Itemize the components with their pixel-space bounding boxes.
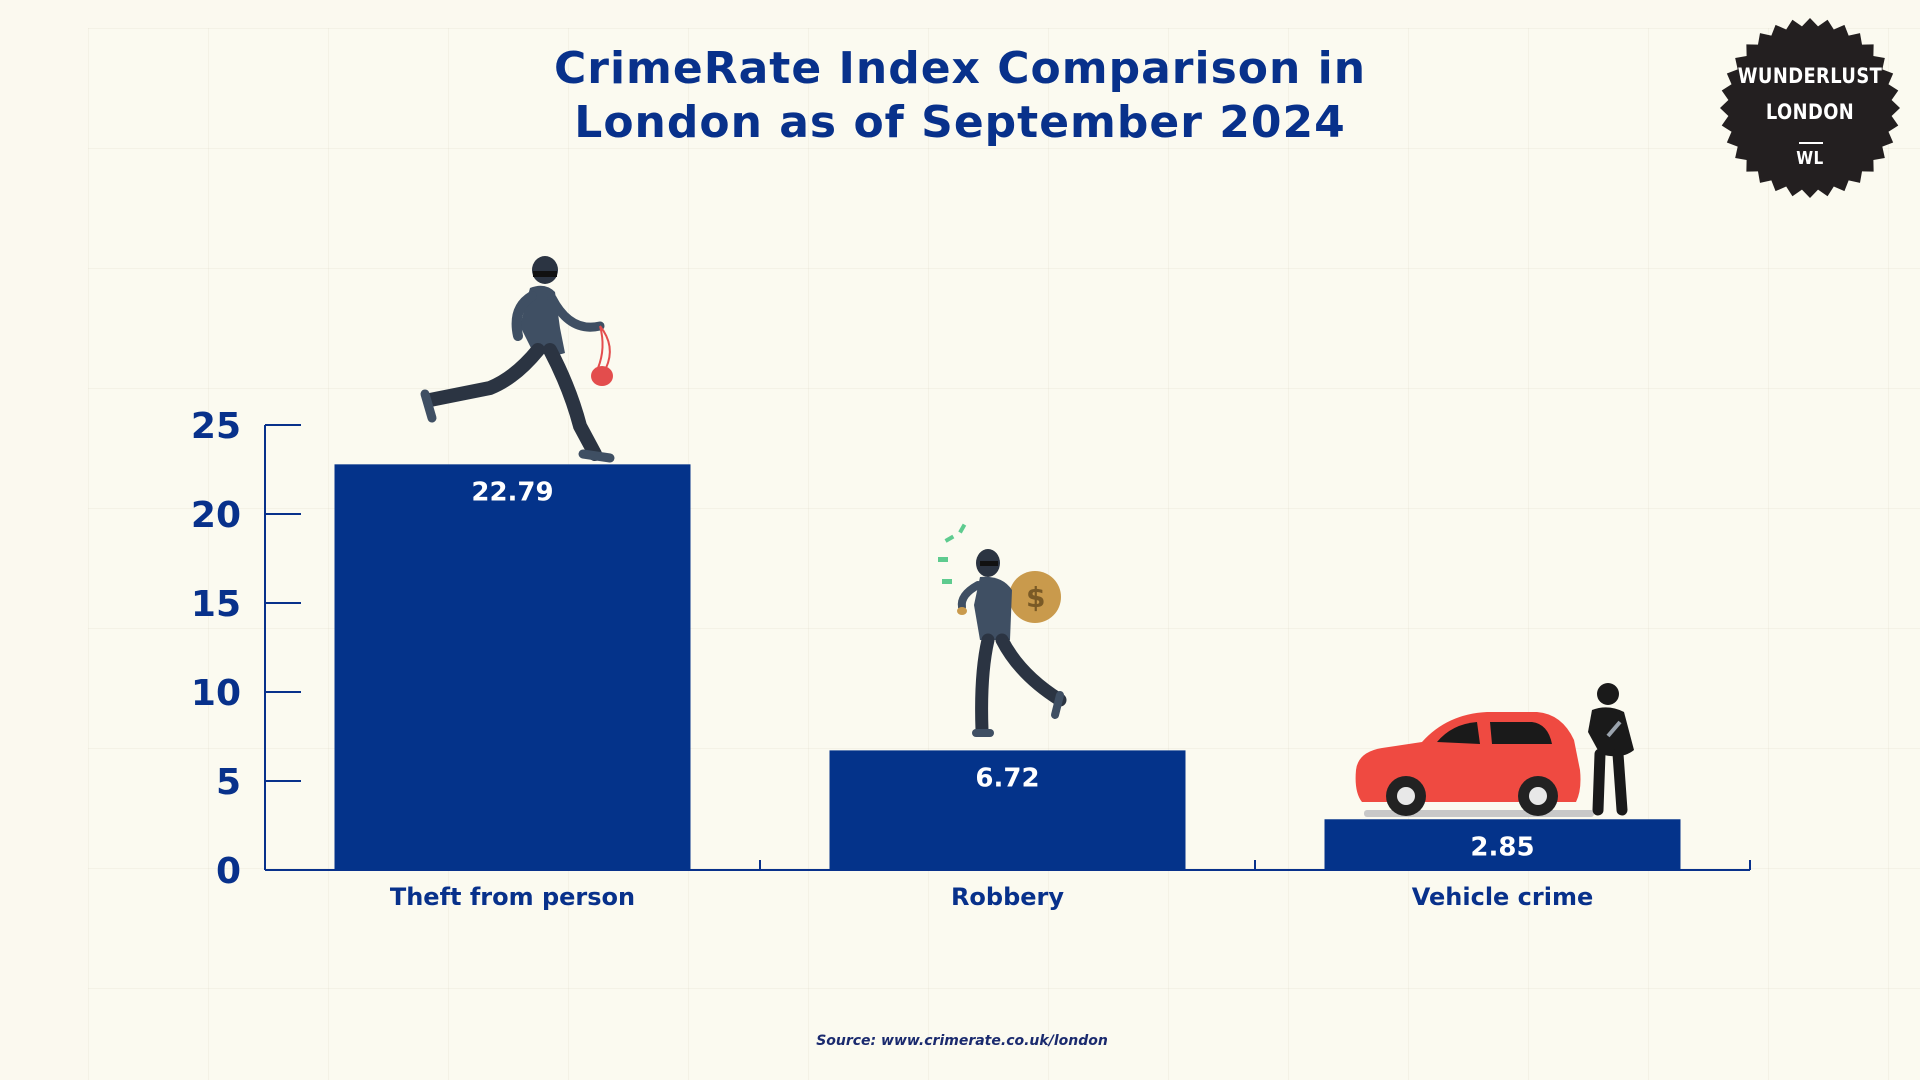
logo-line-1: WUNDERLUST bbox=[1737, 64, 1883, 88]
logo-badge-icon bbox=[1720, 18, 1900, 198]
wunderlust-london-logo: WUNDERLUST LONDON WL bbox=[1718, 16, 1902, 200]
red-car-with-thief-icon bbox=[1355, 683, 1634, 817]
y-tick-label: 25 bbox=[191, 406, 241, 447]
thief-with-money-bag-icon: $ bbox=[938, 523, 1067, 737]
chart-title: CrimeRate Index Comparison in London as … bbox=[440, 42, 1480, 150]
bar bbox=[334, 464, 691, 870]
logo-divider bbox=[1799, 142, 1823, 144]
bar-value-label: 6.72 bbox=[975, 763, 1039, 793]
y-tick-label: 5 bbox=[216, 762, 241, 803]
x-category-label: Theft from person bbox=[390, 883, 635, 911]
bar-value-label: 22.79 bbox=[471, 477, 553, 507]
y-tick-label: 10 bbox=[191, 673, 241, 714]
y-tick-label: 0 bbox=[216, 851, 241, 892]
bar bbox=[1324, 819, 1681, 870]
chart-background bbox=[88, 28, 1920, 1080]
logo-line-3: WL bbox=[1796, 148, 1824, 169]
bar bbox=[829, 750, 1186, 870]
x-category-label: Vehicle crime bbox=[1412, 883, 1594, 911]
chart-title-line-1: CrimeRate Index Comparison in bbox=[553, 43, 1367, 94]
logo-line-2: LONDON bbox=[1765, 100, 1855, 124]
logo-seal-shape bbox=[1720, 18, 1900, 198]
bar-value-label: 2.85 bbox=[1470, 832, 1534, 862]
y-tick-label: 15 bbox=[191, 584, 241, 625]
y-tick-label: 20 bbox=[191, 495, 241, 536]
source-note: Source: www.crimerate.co.uk/london bbox=[816, 1033, 1108, 1049]
thief-running-with-purse-icon bbox=[420, 256, 615, 463]
chart-labels: 0 5 10 15 20 25 22.79 Theft from person 6.72 Robb… bbox=[191, 406, 1593, 911]
x-category-label: Robbery bbox=[951, 883, 1064, 911]
chart-illustrations: $ bbox=[420, 256, 1634, 817]
svg-text:$: $ bbox=[1026, 581, 1045, 614]
chart-bars bbox=[334, 464, 1681, 870]
chart-title-line-2: London as of September 2024 bbox=[574, 97, 1346, 148]
